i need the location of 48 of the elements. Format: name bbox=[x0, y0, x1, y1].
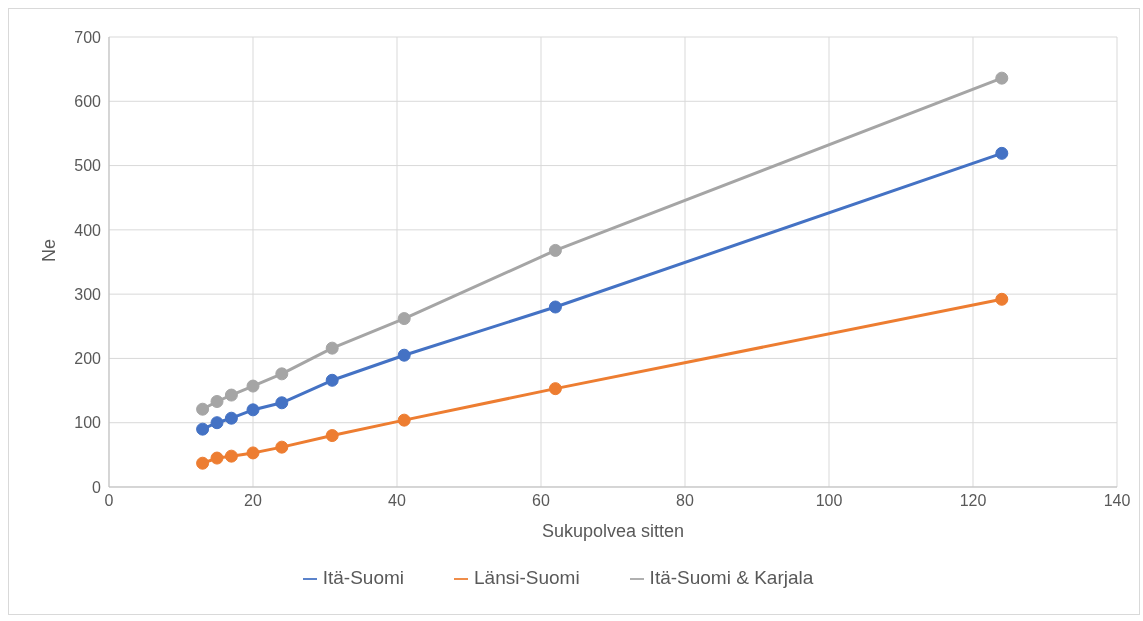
point bbox=[397, 312, 411, 326]
point bbox=[548, 300, 562, 314]
point bbox=[224, 411, 238, 425]
x-tick-label: 20 bbox=[244, 492, 262, 510]
y-tick-label: 100 bbox=[74, 414, 102, 432]
legend-label: Länsi-Suomi bbox=[474, 567, 580, 588]
x-tick-label: 0 bbox=[104, 492, 114, 510]
point bbox=[224, 388, 238, 402]
point bbox=[325, 373, 339, 387]
x-tick-label: 100 bbox=[815, 492, 843, 510]
point bbox=[275, 396, 289, 410]
point bbox=[397, 348, 411, 362]
point bbox=[275, 440, 289, 454]
point bbox=[224, 449, 238, 463]
y-tick-label: 0 bbox=[92, 478, 102, 496]
point bbox=[210, 416, 224, 430]
point bbox=[325, 341, 339, 355]
point bbox=[210, 395, 224, 408]
point bbox=[397, 413, 411, 427]
point bbox=[196, 456, 210, 470]
point bbox=[246, 446, 260, 460]
point bbox=[995, 71, 1009, 85]
point bbox=[196, 422, 210, 436]
legend-label: Itä-Suomi bbox=[322, 567, 404, 588]
point bbox=[246, 379, 260, 393]
point bbox=[196, 402, 210, 416]
x-axis-title: Sukupolvea sitten bbox=[541, 521, 685, 541]
y-tick-label: 500 bbox=[74, 157, 102, 175]
x-tick-label: 120 bbox=[959, 492, 987, 510]
y-tick-label: 600 bbox=[74, 92, 102, 110]
y-tick-label: 400 bbox=[74, 221, 102, 239]
legend-label: Itä-Suomi & Karjala bbox=[649, 567, 814, 588]
x-tick-label: 40 bbox=[388, 492, 406, 510]
y-tick-label: 300 bbox=[74, 285, 102, 303]
y-tick-label: 700 bbox=[74, 28, 102, 46]
point bbox=[210, 451, 224, 465]
point bbox=[275, 367, 289, 381]
point bbox=[548, 243, 562, 257]
point bbox=[548, 382, 562, 396]
y-axis-title: Ne bbox=[39, 238, 60, 262]
x-tick-label: 60 bbox=[532, 492, 550, 510]
point bbox=[995, 292, 1009, 306]
y-tick-label: 200 bbox=[74, 350, 102, 368]
x-tick-label: 80 bbox=[676, 492, 694, 510]
point bbox=[246, 403, 260, 417]
point bbox=[995, 146, 1009, 160]
point bbox=[325, 429, 339, 443]
x-tick-label: 140 bbox=[1103, 492, 1131, 510]
